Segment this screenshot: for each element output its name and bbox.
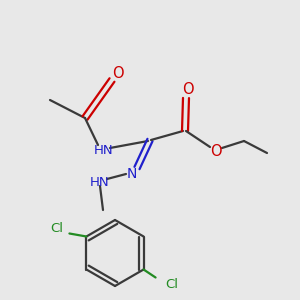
Text: Cl: Cl xyxy=(165,278,178,291)
Text: HN: HN xyxy=(90,176,110,188)
Text: HN: HN xyxy=(94,143,114,157)
Text: Cl: Cl xyxy=(50,222,63,235)
Text: O: O xyxy=(112,65,124,80)
Text: O: O xyxy=(182,82,194,98)
Text: O: O xyxy=(210,143,222,158)
Text: N: N xyxy=(127,167,137,181)
